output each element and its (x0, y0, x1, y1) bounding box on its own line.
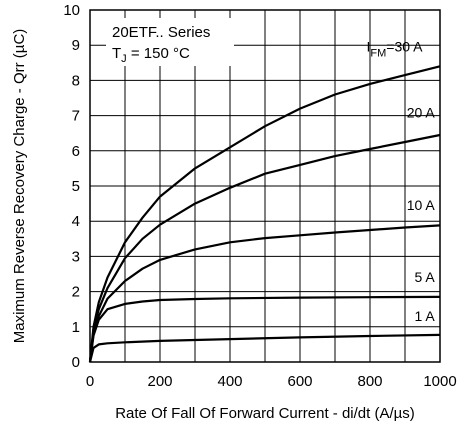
x-tick-label: 0 (86, 373, 94, 390)
y-tick-label: 9 (72, 37, 80, 54)
y-tick-label: 0 (72, 354, 80, 371)
x-tick-label: 800 (357, 373, 382, 390)
curve-label: 5 A (415, 269, 436, 285)
annotation-box: 20ETF.. Series TJ = 150 °C (106, 18, 234, 66)
curves (88, 65, 441, 363)
x-tick-label: 400 (217, 373, 242, 390)
curve-label: 10 A (407, 197, 436, 213)
curve-label: 1 A (415, 308, 436, 324)
tj-prefix: T (112, 45, 121, 62)
y-tick-label: 4 (72, 213, 80, 230)
x-tick-label: 600 (287, 373, 312, 390)
tj-subscript: J (121, 53, 127, 65)
y-tick-label: 10 (63, 2, 80, 19)
x-axis-label: Rate Of Fall Of Forward Current - di/dt … (115, 405, 415, 422)
y-tick-label: 8 (72, 72, 80, 89)
y-tick-label: 5 (72, 178, 80, 195)
tick-labels: 0 200 400 600 800 1000 0 1 2 3 4 5 6 7 8 9 10 (63, 2, 456, 390)
y-tick-label: 6 (72, 143, 80, 160)
series-line (88, 333, 441, 363)
annotation-series: 20ETF.. Series (112, 24, 210, 41)
x-tick-label: 200 (147, 373, 172, 390)
annotation-temperature: TJ = 150 °C (112, 45, 190, 65)
series-line (88, 295, 441, 363)
y-axis-label: Maximum Reverse Recovery Charge - Qrr (µ… (11, 29, 28, 344)
y-tick-label: 1 (72, 319, 80, 336)
plot-frame (89, 9, 441, 363)
series-line (88, 133, 441, 363)
tj-value: = 150 °C (127, 45, 190, 62)
series-line (88, 65, 441, 363)
series-line (88, 224, 441, 363)
grid (90, 10, 440, 362)
curve-label: 20 A (407, 104, 436, 120)
curve-labels: IFM=30 A 20 A 10 A 5 A 1 A (367, 39, 436, 324)
y-tick-label: 2 (72, 284, 80, 301)
annotation-background (106, 18, 234, 66)
param-subscript: FM (370, 48, 386, 60)
y-tick-label: 3 (72, 248, 80, 265)
x-tick-label: 1000 (423, 373, 456, 390)
curve-label: IFM=30 A (367, 39, 424, 60)
param-prefix: I (367, 39, 371, 55)
series-label: =30 A (386, 39, 423, 55)
y-tick-label: 7 (72, 108, 80, 125)
